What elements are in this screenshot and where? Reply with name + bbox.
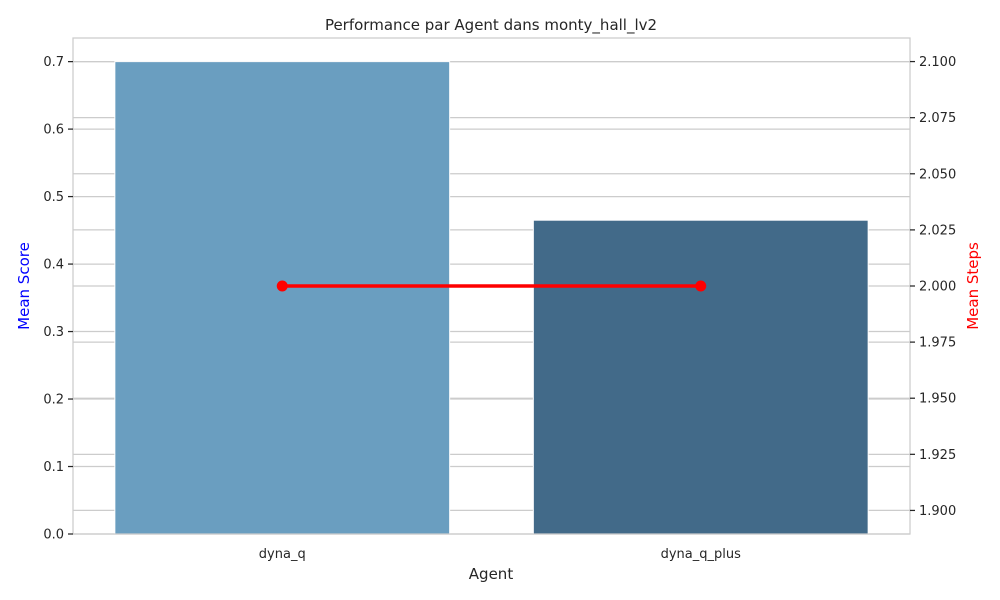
mean-steps-point [276,280,288,292]
chart-title: Performance par Agent dans monty_hall_lv… [325,16,657,35]
right-tick-label: 1.950 [919,392,956,407]
x-tick-label: dyna_q [259,547,306,562]
mean-steps-point [695,280,707,292]
left-axis-label: Mean Score [15,242,33,330]
left-tick-label: 0.1 [43,460,64,475]
bar-dyna_q [114,61,451,535]
left-tick-label: 0.2 [43,393,64,408]
x-axis-label: Agent [469,565,514,583]
right-axis-label: Mean Steps [964,242,982,330]
left-tick-label: 0.6 [43,123,64,138]
left-tick-label: 0.0 [43,528,64,543]
left-tick-label: 0.7 [43,55,64,70]
left-axis-ticks: 0.0 0.1 0.2 0.3 0.4 0.5 0.6 0.7 [43,55,73,543]
left-tick-label: 0.5 [43,190,64,205]
bar-series [114,61,869,535]
right-tick-label: 2.000 [919,280,956,295]
bar-dyna_q_plus [532,219,869,535]
right-axis-ticks: 1.900 1.925 1.950 1.975 2.000 2.025 2.050 2.075… [910,55,956,519]
right-tick-label: 1.975 [919,336,956,351]
line-series [276,280,707,292]
left-tick-label: 0.3 [43,325,64,340]
right-tick-label: 2.025 [919,223,956,238]
x-tick-label: dyna_q_plus [661,547,742,562]
left-tick-label: 0.4 [43,258,64,273]
right-tick-label: 2.050 [919,167,956,182]
right-tick-label: 2.075 [919,111,956,126]
right-tick-label: 2.100 [919,55,956,70]
x-axis-ticks: dyna_q dyna_q_plus [259,547,741,562]
right-tick-label: 1.900 [919,504,956,519]
right-tick-label: 1.925 [919,448,956,463]
